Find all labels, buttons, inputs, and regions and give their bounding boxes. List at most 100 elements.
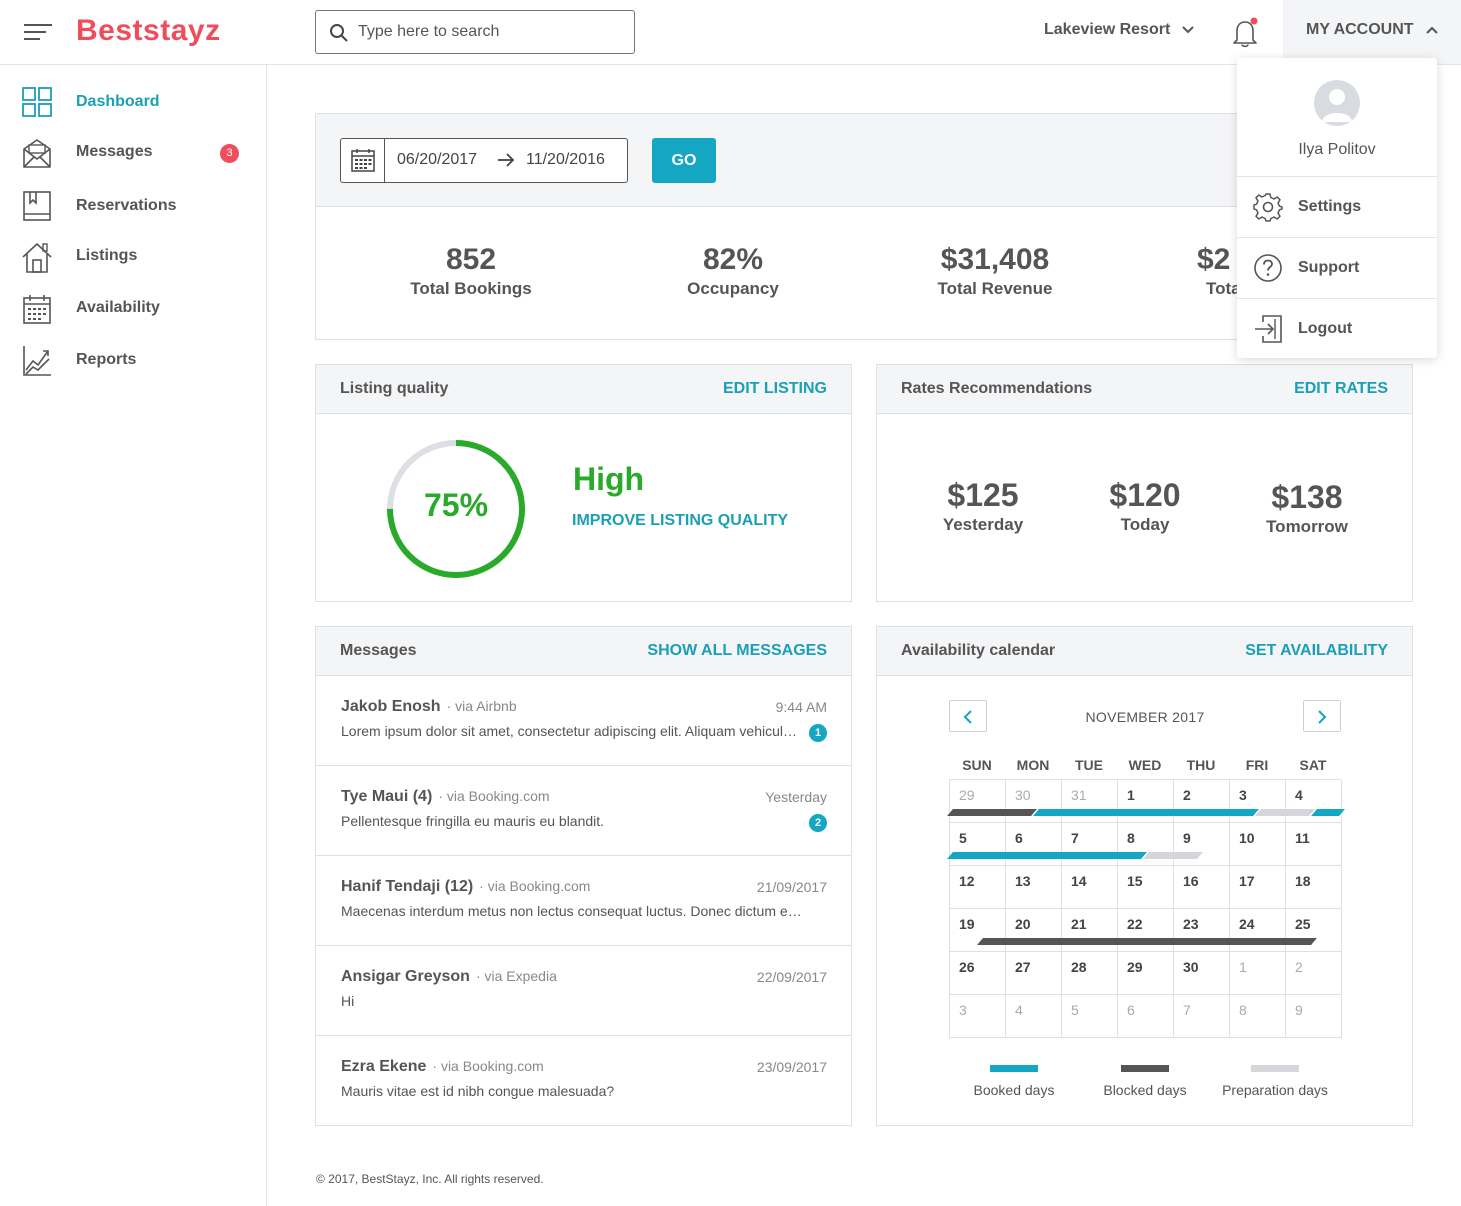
sidebar-item-reservations[interactable]: Reservations: [22, 191, 252, 223]
calendar-day[interactable]: 20: [1006, 909, 1062, 952]
search-box[interactable]: [315, 10, 635, 54]
menu-item-logout[interactable]: Logout: [1237, 298, 1437, 358]
calendar-day[interactable]: 8: [1230, 995, 1286, 1038]
calendar-day[interactable]: 14: [1062, 866, 1118, 909]
prev-month-button[interactable]: [949, 700, 987, 732]
calendar-day[interactable]: 27: [1006, 952, 1062, 995]
calendar-day[interactable]: 12: [950, 866, 1006, 909]
day-number: 19: [959, 916, 975, 932]
sidebar-item-messages[interactable]: Messages 3: [22, 137, 252, 169]
notifications-bell-icon[interactable]: [1231, 16, 1261, 48]
date-to[interactable]: 11/20/2016: [526, 151, 605, 168]
property-selector[interactable]: Lakeview Resort: [1044, 21, 1194, 39]
calendar-day[interactable]: 6: [1118, 995, 1174, 1038]
calendar-day[interactable]: 29: [950, 780, 1006, 823]
calendar-day[interactable]: 28: [1062, 952, 1118, 995]
calendar-day[interactable]: 13: [1006, 866, 1062, 909]
edit-listing-link[interactable]: EDIT LISTING: [723, 380, 827, 397]
day-number: 2: [1183, 787, 1191, 803]
calendar-day[interactable]: 1: [1230, 952, 1286, 995]
go-button[interactable]: GO: [652, 138, 716, 183]
account-dropdown-menu: Ilya Politov Settings Support Logout: [1237, 58, 1437, 358]
message-preview: Lorem ipsum dolor sit amet, consectetur …: [341, 723, 803, 739]
chevron-left-icon: [963, 710, 972, 724]
message-time: 23/09/2017: [756, 1059, 827, 1075]
calendar-day[interactable]: 5: [950, 823, 1006, 866]
calendar-day[interactable]: 31: [1062, 780, 1118, 823]
stat-value: $31,408: [940, 243, 1050, 276]
calendar-day[interactable]: 7: [1062, 823, 1118, 866]
calendar-day[interactable]: 18: [1286, 866, 1342, 909]
message-source: · via Booking.com: [479, 878, 591, 894]
sidebar-item-listings[interactable]: Listings: [22, 241, 252, 273]
calendar-day[interactable]: 5: [1062, 995, 1118, 1038]
calendar-day[interactable]: 19: [950, 909, 1006, 952]
calendar-day[interactable]: 4: [1286, 780, 1342, 823]
message-row[interactable]: Jakob Enosh · via Airbnb 9:44 AM Lorem ip…: [316, 676, 851, 766]
improve-quality-link[interactable]: IMPROVE LISTING QUALITY: [572, 512, 789, 529]
set-availability-link[interactable]: SET AVAILABILITY: [1245, 642, 1388, 659]
menu-item-settings[interactable]: Settings: [1237, 176, 1437, 236]
calendar-day[interactable]: 9: [1286, 995, 1342, 1038]
message-time: 21/09/2017: [756, 879, 827, 895]
card-header: Availability calendar SET AVAILABILITY: [877, 627, 1412, 676]
edit-rates-link[interactable]: EDIT RATES: [1294, 380, 1388, 397]
calendar-day[interactable]: 30: [1174, 952, 1230, 995]
weekday-header: SAT: [1299, 757, 1327, 773]
calendar-day[interactable]: 16: [1174, 866, 1230, 909]
calendar-day[interactable]: 17: [1230, 866, 1286, 909]
stats-card: 06/20/2017 11/20/2016 GO 852 Total Booki…: [315, 113, 1413, 340]
message-row[interactable]: Ezra Ekene · via Booking.com 23/09/2017 M…: [316, 1036, 851, 1126]
calendar-day[interactable]: 22: [1118, 909, 1174, 952]
sidebar-item-reports[interactable]: Reports: [22, 345, 252, 377]
calendar-day[interactable]: 9: [1174, 823, 1230, 866]
calendar-day[interactable]: 26: [950, 952, 1006, 995]
message-preview: Hi: [341, 993, 355, 1009]
sidebar-item-label: Availability: [76, 299, 160, 316]
next-month-button[interactable]: [1303, 700, 1341, 732]
day-number: 13: [1015, 873, 1031, 889]
sidebar-item-availability[interactable]: Availability: [22, 293, 252, 325]
top-header: Beststayz Lakeview Resort MY ACCOUNT: [0, 0, 1461, 65]
sidebar-item-dashboard[interactable]: Dashboard: [22, 87, 252, 119]
calendar-day[interactable]: 24: [1230, 909, 1286, 952]
calendar-day[interactable]: 29: [1118, 952, 1174, 995]
calendar-day[interactable]: 10: [1230, 823, 1286, 866]
calendar-day[interactable]: 4: [1006, 995, 1062, 1038]
search-input[interactable]: [358, 21, 618, 43]
day-number: 24: [1239, 916, 1255, 932]
menu-icon[interactable]: [24, 22, 52, 42]
show-all-messages-link[interactable]: SHOW ALL MESSAGES: [647, 642, 827, 659]
card-header: Rates Recommendations EDIT RATES: [877, 365, 1412, 414]
message-preview: Pellentesque fringilla eu mauris eu blan…: [341, 813, 605, 829]
calendar-icon[interactable]: [341, 139, 385, 182]
calendar-day[interactable]: 3: [1230, 780, 1286, 823]
rate-value: $138: [1271, 479, 1343, 515]
calendar-day[interactable]: 15: [1118, 866, 1174, 909]
calendar-day[interactable]: 30: [1006, 780, 1062, 823]
day-number: 8: [1239, 1002, 1247, 1018]
weekday-header: TUE: [1075, 757, 1103, 773]
calendar-day[interactable]: 1: [1118, 780, 1174, 823]
calendar-day[interactable]: 2: [1286, 952, 1342, 995]
date-range-picker[interactable]: 06/20/2017 11/20/2016: [340, 138, 628, 183]
day-number: 18: [1295, 873, 1311, 889]
menu-item-support[interactable]: Support: [1237, 237, 1437, 297]
calendar-day[interactable]: 23: [1174, 909, 1230, 952]
calendar-day[interactable]: 8: [1118, 823, 1174, 866]
calendar-day[interactable]: 21: [1062, 909, 1118, 952]
message-row[interactable]: Hanif Tendaji (12) · via Booking.com 21/0…: [316, 856, 851, 946]
app-logo[interactable]: Beststayz: [76, 14, 221, 47]
my-account-button[interactable]: MY ACCOUNT: [1283, 0, 1461, 64]
legend-booked: Booked days: [959, 1065, 1069, 1098]
calendar-day[interactable]: 3: [950, 995, 1006, 1038]
message-sender: Tye Maui (4) · via Booking.com: [341, 788, 550, 806]
calendar-day[interactable]: 2: [1174, 780, 1230, 823]
calendar-day[interactable]: 6: [1006, 823, 1062, 866]
calendar-day[interactable]: 11: [1286, 823, 1342, 866]
date-from[interactable]: 06/20/2017: [397, 151, 478, 168]
message-row[interactable]: Ansigar Greyson · via Expedia 22/09/2017 …: [316, 946, 851, 1036]
message-row[interactable]: Tye Maui (4) · via Booking.com Yesterday …: [316, 766, 851, 856]
calendar-day[interactable]: 25: [1286, 909, 1342, 952]
calendar-day[interactable]: 7: [1174, 995, 1230, 1038]
